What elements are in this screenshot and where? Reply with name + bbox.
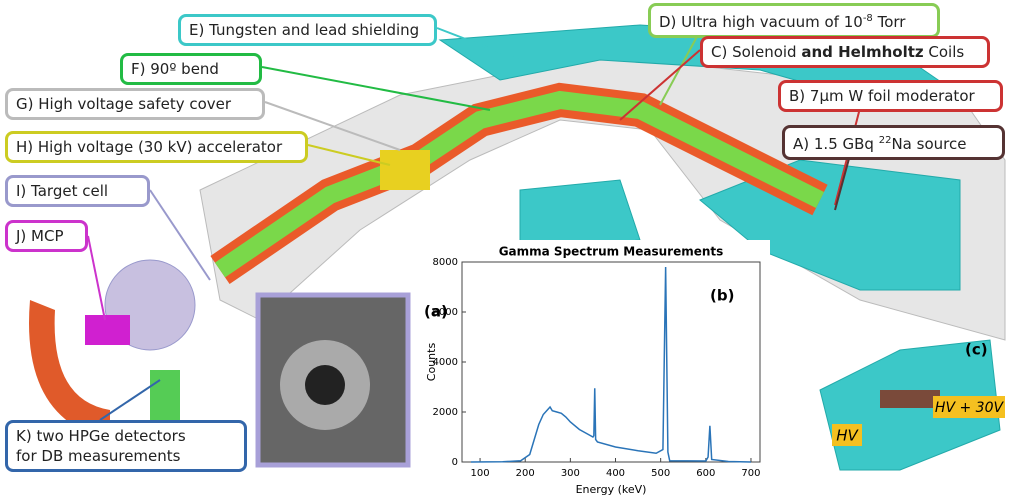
callout: B) 7µm W foil moderator — [778, 80, 1003, 112]
callout: D) Ultra high vacuum of 10-8 Torr — [648, 3, 940, 38]
callout-text: E) Tungsten and lead shielding — [189, 21, 419, 39]
callout-text: D) Ultra high vacuum of 10 — [659, 13, 863, 31]
y-tick-label: 8000 — [433, 257, 458, 268]
callout-text: for DB measurements — [16, 447, 180, 465]
x-tick-label: 400 — [606, 468, 625, 479]
callout: F) 90º bend — [120, 53, 262, 85]
callout-text: F) 90º bend — [131, 60, 219, 78]
chart-bg — [420, 240, 770, 495]
callout: J) MCP — [5, 220, 88, 252]
chart-title: Gamma Spectrum Measurements — [499, 245, 724, 259]
callout-text: Torr — [873, 13, 906, 31]
panel-label: (c) — [965, 341, 988, 359]
y-tick-label: 2000 — [433, 407, 458, 418]
x-tick-label: 200 — [516, 468, 535, 479]
callout-text: I) Target cell — [16, 182, 108, 200]
callout-text: J) MCP — [16, 227, 64, 245]
figure: (a) (c) HV HV + 30V Gamma Spectrum Measu… — [0, 0, 1010, 495]
shielding — [520, 180, 640, 250]
callout-text: B) 7µm W foil moderator — [789, 87, 975, 105]
callout: K) two HPGe detectors for DB measurements — [5, 420, 247, 472]
callout-text: G) High voltage safety cover — [16, 95, 231, 113]
callout: C) Solenoid and Helmholtz Coils — [700, 36, 990, 68]
hv-cover — [380, 150, 430, 190]
callout-text: A) 1.5 GBq — [793, 135, 879, 153]
y-tick-label: 6000 — [433, 307, 458, 318]
hv-label: HV — [836, 427, 859, 445]
x-tick-label: 500 — [651, 468, 670, 479]
callout-text: Coils — [924, 43, 965, 61]
callout: H) High voltage (30 kV) accelerator — [5, 131, 308, 163]
callout: E) Tungsten and lead shielding — [178, 14, 437, 46]
panel-label: (b) — [710, 287, 734, 305]
x-axis-label: Energy (keV) — [576, 483, 647, 495]
x-tick-label: 100 — [471, 468, 490, 479]
x-tick-label: 700 — [741, 468, 760, 479]
accelerator-model — [880, 390, 940, 408]
callout-text: -8 — [863, 13, 873, 24]
callout-text: H) High voltage (30 kV) accelerator — [16, 138, 282, 156]
photo-port — [305, 365, 345, 405]
hv-label: HV + 30V — [935, 400, 1005, 416]
callout-text: C) Solenoid — [711, 43, 801, 61]
callout: A) 1.5 GBq 22Na source — [782, 125, 1005, 160]
callout-text: 22 — [879, 135, 892, 146]
callout-text: Na source — [891, 135, 966, 153]
y-tick-label: 4000 — [433, 357, 458, 368]
callout-text: and Helmholtz — [801, 43, 923, 61]
x-tick-label: 600 — [696, 468, 715, 479]
callout-text: K) two HPGe detectors — [16, 427, 186, 445]
mcp — [85, 315, 130, 345]
callout: G) High voltage safety cover — [5, 88, 265, 120]
y-tick-label: 0 — [452, 457, 458, 468]
callout: I) Target cell — [5, 175, 150, 207]
x-tick-label: 300 — [561, 468, 580, 479]
detector — [150, 370, 180, 420]
